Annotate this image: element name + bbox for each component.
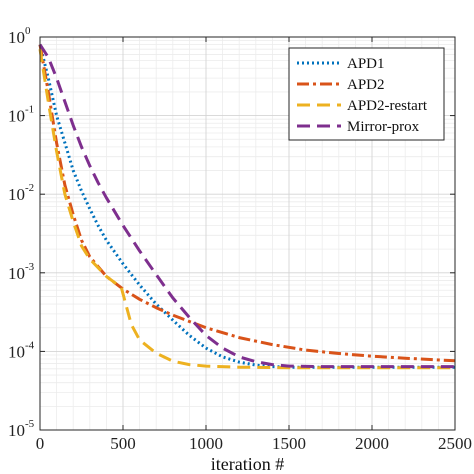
series-layer	[38, 43, 456, 370]
y-tick-exponent: 0	[25, 25, 31, 37]
x-tick-label: 1500	[272, 434, 306, 453]
y-tick-label: 10	[8, 185, 25, 204]
y-tick-exponent: -3	[25, 261, 35, 273]
y-tick-exponent: -1	[25, 104, 34, 116]
x-tick-label: 500	[110, 434, 136, 453]
series-line-apd2	[38, 44, 456, 363]
series-line-apd2-restart	[38, 48, 455, 370]
y-tick-exponent: -5	[25, 418, 35, 430]
y-tick-label: 10	[8, 421, 25, 440]
x-tick-label: 0	[36, 434, 45, 453]
y-tick-label: 10	[8, 342, 25, 361]
legend: APD1 APD2 APD2-restart Mirror-prox	[288, 47, 445, 141]
x-tick-label: 1000	[189, 434, 223, 453]
y-tick-exponent: -2	[25, 182, 34, 194]
y-tick-exponent: -4	[25, 339, 35, 351]
legend-box	[288, 47, 445, 141]
legend-label: APD2-restart	[347, 98, 428, 114]
y-tick-label: 10	[8, 264, 25, 283]
x-axis-label: iteration #	[211, 454, 284, 474]
y-tick-label: 10	[8, 28, 25, 47]
x-tick-label: 2000	[355, 434, 389, 453]
legend-label: Mirror-prox	[347, 119, 420, 135]
x-tick-label: 2500	[438, 434, 472, 453]
plot-frame	[39, 36, 456, 431]
legend-label: APD2	[347, 77, 385, 93]
legend-label: APD1	[347, 56, 385, 72]
y-tick-label: 10	[8, 107, 25, 126]
